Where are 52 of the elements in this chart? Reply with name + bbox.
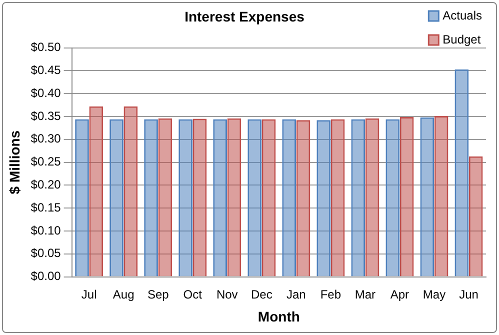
bar <box>248 119 262 276</box>
bar <box>468 156 483 276</box>
y-tick-label: $0.15 <box>30 200 62 214</box>
bar <box>420 117 434 276</box>
bar <box>454 69 469 276</box>
y-tick-label: $0.40 <box>30 86 62 100</box>
bar <box>124 106 138 276</box>
y-tick-label: $0.20 <box>30 178 62 192</box>
bar <box>192 118 207 276</box>
x-tick-label: Nov <box>216 287 238 302</box>
bar <box>296 120 310 276</box>
x-tick-label: Mar <box>354 287 376 302</box>
x-tick-label: Sep <box>147 287 170 302</box>
x-tick-label: Apr <box>390 287 410 302</box>
legend-label: Actuals <box>442 8 482 22</box>
x-tick-label: Oct <box>183 287 203 302</box>
bar <box>282 119 296 276</box>
legend-label: Budget <box>442 32 482 46</box>
bar <box>144 119 158 276</box>
y-tick-label: $0.25 <box>30 154 62 169</box>
x-tick-label: May <box>422 287 446 302</box>
bar <box>213 119 227 276</box>
x-axis-title: Month <box>258 308 300 324</box>
x-tick-label: Aug <box>112 287 134 302</box>
x-tick-label: Jul <box>81 287 97 302</box>
bar <box>400 116 414 276</box>
y-axis-title: $ Millions <box>6 130 22 194</box>
bar <box>227 118 242 276</box>
bar <box>262 119 276 276</box>
bar <box>178 119 192 276</box>
x-tick-label: Feb <box>320 287 342 302</box>
x-tick-label: Dec <box>250 287 272 302</box>
bar <box>330 119 345 276</box>
bar <box>316 120 331 276</box>
chart-title: Interest Expenses <box>184 8 305 24</box>
bar <box>110 119 124 276</box>
y-tick-label: $0.45 <box>30 63 62 78</box>
bar <box>75 119 89 276</box>
bar <box>351 119 366 276</box>
bar <box>89 106 104 276</box>
y-tick-label: $0.30 <box>30 132 62 146</box>
y-tick-label: $0.05 <box>30 246 62 260</box>
bar <box>434 116 448 276</box>
bar <box>158 118 172 276</box>
bar <box>365 118 380 276</box>
x-tick-label: Jan <box>286 287 306 302</box>
y-tick-label: $0.10 <box>30 223 62 238</box>
y-tick-label: $0.50 <box>30 40 62 54</box>
y-tick-label: $0.00 <box>30 269 62 284</box>
bar <box>386 119 400 276</box>
x-tick-label: Jun <box>459 287 478 302</box>
y-tick-label: $0.35 <box>30 108 62 123</box>
